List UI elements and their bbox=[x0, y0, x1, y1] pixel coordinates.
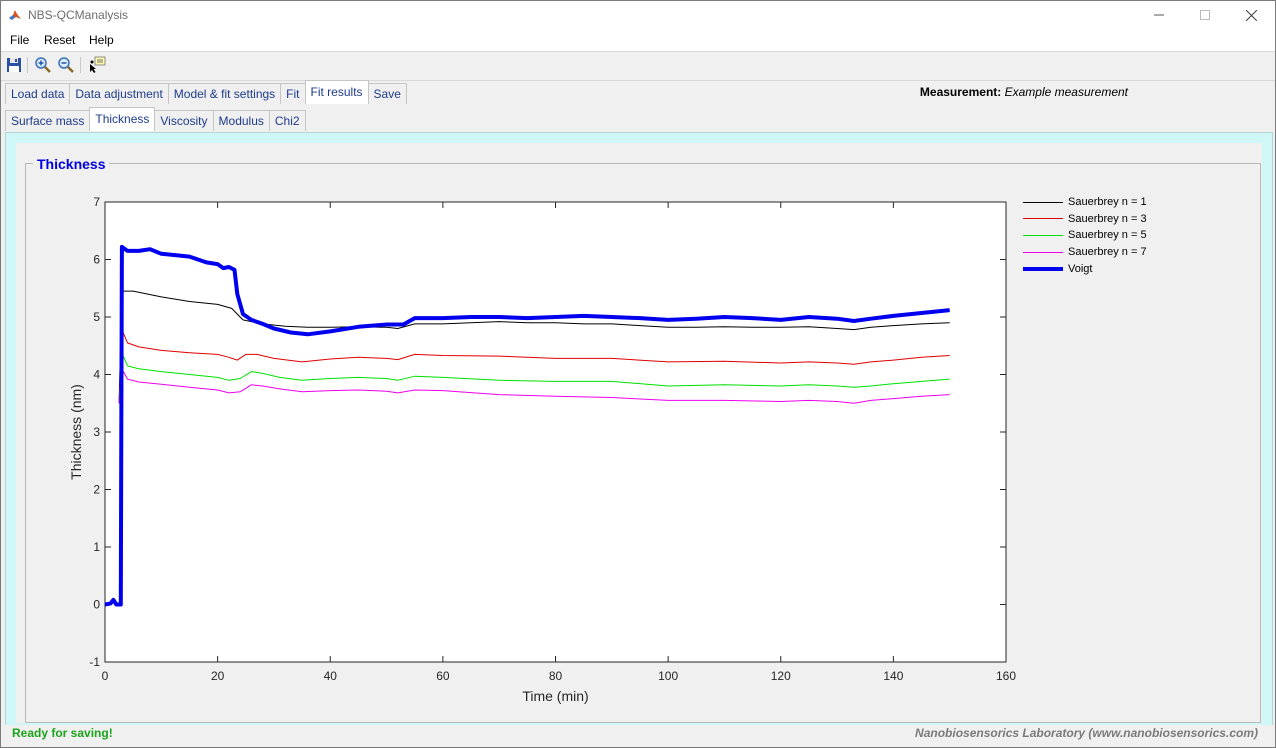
legend-label: Sauerbrey n = 1 bbox=[1068, 196, 1147, 209]
thickness-groupbox bbox=[25, 163, 1261, 723]
measurement-info: Measurement: Example measurement bbox=[920, 85, 1128, 99]
y-tick-label: 0 bbox=[93, 598, 100, 612]
x-tick-label: 120 bbox=[771, 669, 791, 683]
status-credit: Nanobiosensorics Laboratory (www.nanobio… bbox=[915, 726, 1258, 740]
measurement-value: Example measurement bbox=[1004, 85, 1128, 99]
y-tick-label: 1 bbox=[93, 540, 100, 554]
series-line-4 bbox=[118, 368, 950, 404]
title-bar[interactable]: NBS-QCManalysis bbox=[1, 1, 1275, 29]
legend-label: Sauerbrey n = 5 bbox=[1068, 229, 1147, 242]
series-line-2 bbox=[118, 329, 950, 404]
x-tick-label: 60 bbox=[436, 669, 450, 683]
series-line-1 bbox=[118, 290, 950, 404]
minimize-icon bbox=[1154, 14, 1164, 16]
legend-label: Voigt bbox=[1068, 262, 1093, 275]
legend-label: Sauerbrey n = 3 bbox=[1068, 212, 1147, 225]
toolbar-separator bbox=[27, 57, 28, 73]
menu-reset[interactable]: Reset bbox=[44, 33, 76, 47]
save-button[interactable] bbox=[4, 55, 24, 75]
y-tick-label: 7 bbox=[93, 195, 100, 209]
legend-item: Sauerbrey n = 7 bbox=[1023, 244, 1183, 261]
tab-data-adjustment[interactable]: Data adjustment bbox=[69, 83, 169, 104]
y-tick-label: -1 bbox=[89, 655, 100, 669]
menu-bar: File Reset Help bbox=[1, 29, 1275, 51]
main-tab-bar: Load data Data adjustment Model & fit se… bbox=[5, 80, 407, 104]
legend-swatch bbox=[1023, 201, 1063, 203]
legend-item: Sauerbrey n = 5 bbox=[1023, 227, 1183, 244]
zoom-in-icon bbox=[35, 57, 51, 73]
close-icon bbox=[1245, 9, 1257, 21]
tab-viscosity[interactable]: Viscosity bbox=[154, 110, 214, 131]
y-tick-label: 6 bbox=[93, 253, 100, 267]
status-bar: Ready for saving! Nanobiosensorics Labor… bbox=[1, 725, 1275, 747]
legend-swatch bbox=[1023, 218, 1063, 220]
close-button[interactable] bbox=[1228, 1, 1274, 29]
save-icon bbox=[7, 58, 21, 72]
data-cursor-icon bbox=[90, 56, 106, 73]
x-tick-label: 80 bbox=[549, 669, 563, 683]
toolbar bbox=[1, 51, 1275, 81]
y-tick-label: 2 bbox=[93, 483, 100, 497]
tab-save[interactable]: Save bbox=[367, 83, 407, 104]
panel-title: Thickness bbox=[33, 156, 110, 172]
legend-swatch bbox=[1023, 251, 1063, 253]
y-tick-label: 4 bbox=[93, 368, 100, 382]
legend-item: Sauerbrey n = 3 bbox=[1023, 211, 1183, 228]
plot-area bbox=[104, 201, 1007, 663]
zoom-out-button[interactable] bbox=[56, 55, 76, 75]
menu-help[interactable]: Help bbox=[89, 33, 114, 47]
legend-label: Sauerbrey n = 7 bbox=[1068, 246, 1147, 259]
series-line-5 bbox=[105, 244, 950, 607]
tab-modulus[interactable]: Modulus bbox=[212, 110, 270, 131]
measurement-label: Measurement: bbox=[919, 85, 1002, 99]
zoom-in-button[interactable] bbox=[33, 55, 53, 75]
toolbar-separator bbox=[80, 57, 81, 73]
tab-thickness[interactable]: Thickness bbox=[89, 107, 156, 131]
window-title: NBS-QCManalysis bbox=[28, 8, 129, 22]
legend-swatch bbox=[1023, 266, 1063, 271]
legend-swatch bbox=[1023, 234, 1063, 236]
menu-file[interactable]: File bbox=[10, 33, 30, 47]
x-tick-label: 160 bbox=[996, 669, 1016, 683]
x-tick-label: 140 bbox=[883, 669, 903, 683]
x-tick-label: 20 bbox=[211, 669, 225, 683]
y-tick-label: 5 bbox=[93, 310, 100, 324]
legend-item: Voigt bbox=[1023, 260, 1183, 277]
tab-model-fit-settings[interactable]: Model & fit settings bbox=[167, 83, 282, 104]
y-axis-label: Thickness (nm) bbox=[68, 384, 84, 480]
tab-fit[interactable]: Fit bbox=[280, 83, 306, 104]
data-cursor-button[interactable] bbox=[87, 55, 107, 75]
tab-load-data[interactable]: Load data bbox=[5, 83, 71, 104]
maximize-button[interactable] bbox=[1182, 1, 1228, 29]
zoom-out-icon bbox=[58, 57, 74, 73]
tab-fit-results[interactable]: Fit results bbox=[304, 80, 369, 104]
status-message: Ready for saving! bbox=[12, 726, 113, 740]
maximize-icon bbox=[1200, 10, 1210, 20]
x-tick-label: 100 bbox=[658, 669, 678, 683]
tab-surface-mass[interactable]: Surface mass bbox=[5, 110, 91, 131]
y-tick-label: 3 bbox=[93, 425, 100, 439]
series-line-3 bbox=[118, 352, 950, 404]
sub-tab-bar: Surface mass Thickness Viscosity Modulus… bbox=[5, 107, 306, 131]
x-tick-label: 0 bbox=[102, 669, 109, 683]
minimize-button[interactable] bbox=[1136, 1, 1182, 29]
tab-chi2[interactable]: Chi2 bbox=[268, 110, 306, 131]
matlab-icon bbox=[8, 8, 22, 22]
chart-legend: Sauerbrey n = 1 Sauerbrey n = 3 Sauerbrey … bbox=[1023, 194, 1183, 277]
legend-item: Sauerbrey n = 1 bbox=[1023, 194, 1183, 211]
x-axis-label: Time (min) bbox=[522, 688, 588, 704]
x-tick-label: 40 bbox=[324, 669, 338, 683]
